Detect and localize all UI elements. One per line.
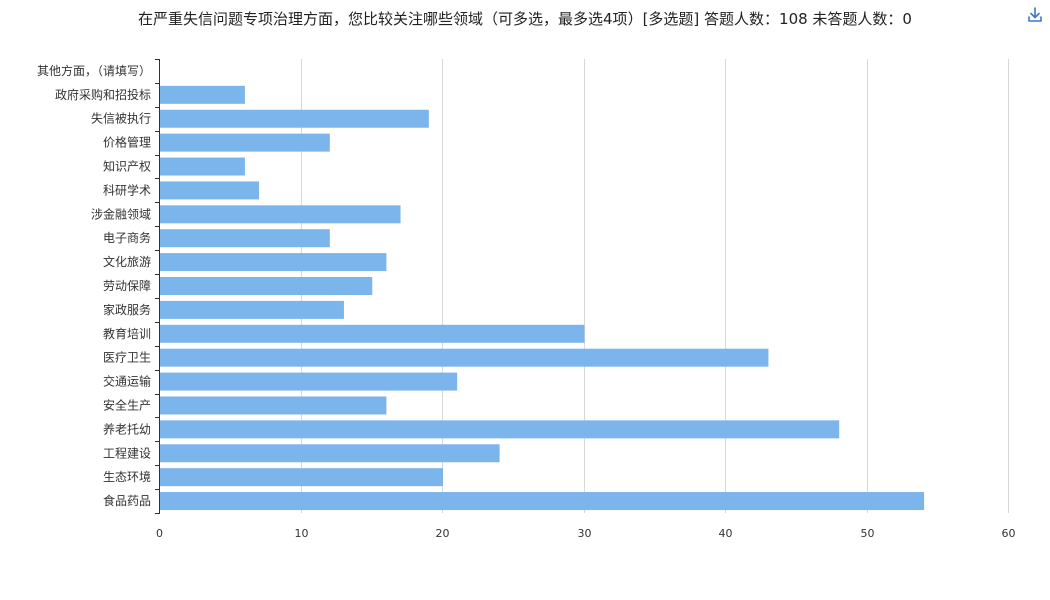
category-label: 文化旅游 — [103, 254, 151, 269]
bar — [160, 157, 245, 176]
bar — [160, 205, 401, 224]
bar — [160, 253, 387, 272]
download-icon[interactable] — [1026, 6, 1044, 24]
x-tick-label: 20 — [436, 527, 450, 540]
category-label: 劳动保障 — [103, 278, 151, 293]
category-label: 电子商务 — [103, 230, 151, 245]
bar — [160, 348, 769, 367]
bar — [160, 133, 330, 152]
bar — [160, 420, 840, 439]
bar — [160, 492, 925, 511]
x-tick-label: 10 — [295, 527, 309, 540]
x-tick-label: 0 — [156, 527, 163, 540]
category-label: 安全生产 — [103, 397, 151, 412]
bar — [160, 396, 387, 415]
category-label: 养老托幼 — [103, 421, 151, 436]
category-label: 医疗卫生 — [103, 351, 151, 365]
category-label: 失信被执行 — [91, 111, 151, 126]
bar — [160, 468, 443, 487]
category-label: 家政服务 — [103, 302, 151, 317]
bar — [160, 181, 260, 200]
x-tick-labels: 0 10 20 30 40 50 60 — [156, 527, 1016, 540]
axes — [155, 59, 160, 514]
category-label: 教育培训 — [103, 326, 151, 341]
category-label: 涉金融领域 — [91, 206, 151, 221]
bar — [160, 372, 458, 391]
chart-title: 在严重失信问题专项治理方面，您比较关注哪些领域（可多选，最多选4项）[多选题] … — [138, 10, 912, 28]
category-label: 科研学术 — [103, 182, 151, 197]
category-label: 政府采购和招投标 — [55, 87, 151, 102]
bar — [160, 229, 330, 248]
bar — [160, 277, 373, 295]
x-tick-label: 50 — [861, 527, 875, 540]
x-tick-label: 30 — [578, 527, 592, 540]
category-labels: 其他方面，（请填写） 政府采购和招投标失信被执行价格管理知识产权科研学术涉金融领域… — [37, 63, 151, 508]
category-label: 食品药品 — [103, 493, 151, 508]
bar — [160, 85, 245, 104]
bar — [160, 444, 500, 463]
bar-series — [160, 85, 925, 511]
x-tick-label: 60 — [1002, 527, 1016, 540]
category-label: 其他方面，（请填写） — [37, 63, 151, 78]
category-label: 工程建设 — [103, 445, 151, 460]
category-label: 交通运输 — [103, 374, 151, 389]
bar — [160, 324, 585, 343]
category-label: 价格管理 — [103, 135, 151, 150]
bar — [160, 109, 429, 128]
x-tick-label: 40 — [719, 527, 733, 540]
category-label: 生态环境 — [103, 469, 151, 484]
category-label: 知识产权 — [103, 160, 151, 174]
bar — [160, 300, 344, 319]
